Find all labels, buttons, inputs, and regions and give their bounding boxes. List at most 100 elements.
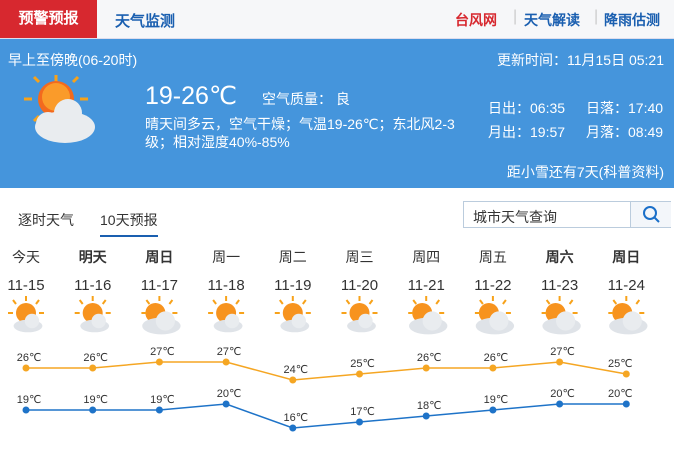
temp-label: 20℃: [608, 388, 633, 400]
nav-bar: 预警预报 天气监测 台风网 | 天气解读 | 降雨估测: [0, 0, 674, 39]
weather-icon: [8, 296, 44, 333]
date: 11-15: [7, 277, 44, 294]
nav-tab[interactable]: 天气监测: [115, 13, 176, 30]
nav-link[interactable]: 降雨估测: [604, 12, 660, 28]
day-name: 周一: [212, 249, 240, 265]
desc: 晴天间多云，空气干燥；气温19-26℃；东北风2-3: [145, 116, 455, 132]
sun: [82, 303, 103, 323]
sun-ray: [568, 299, 574, 305]
temp-point: [422, 412, 430, 420]
temp-label: 25℃: [350, 358, 375, 370]
current-panel: 早上至傍晚(06-20时) 更新时间：11月15日 05:21 19-26℃ 空…: [0, 39, 674, 188]
weather-icon: [608, 296, 648, 335]
cloud: [475, 317, 515, 335]
sun-ray: [502, 299, 507, 305]
cloud: [489, 311, 509, 331]
period: 早上至傍晚(06-20时): [8, 52, 138, 68]
sun: [349, 303, 370, 323]
tab[interactable]: 逐时天气: [18, 212, 74, 228]
date: 11-16: [74, 277, 111, 294]
cloud: [291, 313, 306, 329]
sun-ray: [168, 299, 174, 305]
temp-point: [489, 406, 497, 414]
temp-point: [89, 364, 97, 372]
cloud: [347, 319, 376, 333]
sun-ray: [635, 299, 641, 305]
moonset: 月落：08:49: [586, 124, 664, 140]
moonrise: 月出：19:57: [488, 124, 566, 140]
temp-point: [155, 358, 163, 366]
separator: |: [594, 8, 599, 25]
temp: 19-26℃: [145, 82, 238, 110]
cloud: [622, 311, 642, 331]
cloud: [80, 319, 110, 333]
sun-ray: [12, 299, 17, 305]
cloud: [224, 313, 240, 329]
temp-point: [289, 424, 297, 432]
sun-ray: [368, 299, 374, 305]
temp-point: [556, 358, 564, 366]
sun-ray: [435, 299, 441, 305]
desc: 级；相对湿度40%-85%: [145, 134, 290, 150]
cloud: [542, 317, 581, 335]
temp-label: 26℃: [17, 352, 42, 364]
cloud: [409, 317, 448, 335]
sun: [412, 303, 433, 323]
sun: [612, 303, 633, 323]
cloud: [422, 311, 442, 331]
date: 11-19: [274, 277, 311, 294]
temp-label: 27℃: [150, 346, 175, 358]
sun-ray: [345, 299, 351, 305]
weather-icon: [274, 296, 311, 333]
sun-ray: [412, 299, 418, 305]
search-box[interactable]: 城市天气查询: [463, 201, 671, 228]
temp-label: 18℃: [417, 400, 442, 412]
sun-ray: [101, 299, 107, 305]
temp-point: [222, 400, 230, 408]
cloud: [142, 317, 181, 335]
day-name: 周日: [612, 249, 640, 265]
updated: 更新时间：11月15日 05:21: [496, 52, 664, 68]
cloud: [91, 313, 106, 329]
weather-icon: [474, 296, 515, 335]
search-placeholder: 城市天气查询: [473, 209, 557, 225]
nav-link[interactable]: 台风网: [455, 12, 497, 28]
date: 11-18: [207, 277, 244, 294]
temp-label: 26℃: [484, 352, 509, 364]
day-name: 明天: [79, 249, 108, 265]
temp-label: 19℃: [484, 394, 509, 406]
temp-label: 20℃: [550, 388, 575, 400]
air-quality: 空气质量： 良: [262, 91, 350, 107]
temp-label: 19℃: [150, 394, 175, 406]
temp-label: 20℃: [217, 388, 242, 400]
cloud: [556, 311, 576, 331]
temp-point: [422, 364, 430, 372]
day-name: 周日: [145, 249, 173, 265]
sun: [16, 303, 36, 323]
sun: [145, 303, 166, 323]
cloud: [24, 313, 40, 329]
temp-label: 17℃: [350, 406, 375, 418]
date: 11-23: [541, 277, 578, 294]
tab[interactable]: 10天预报: [100, 210, 158, 237]
sun: [545, 303, 566, 323]
search-button[interactable]: [630, 202, 671, 227]
temp-point: [356, 418, 363, 426]
nav-tab[interactable]: 预警预报: [0, 0, 97, 38]
nav-link[interactable]: 天气解读: [524, 12, 580, 28]
cloud: [213, 319, 243, 333]
sun-ray: [235, 299, 240, 305]
temp-point: [356, 370, 363, 378]
cloud: [609, 317, 648, 335]
temp-point: [22, 406, 30, 414]
temp-label: 24℃: [284, 364, 309, 376]
temp-point: [289, 376, 297, 384]
sun-ray: [479, 299, 484, 305]
temp-point: [622, 370, 630, 378]
day-name: 周三: [346, 249, 374, 265]
note[interactable]: 距小雪还有7天(科普资料): [506, 164, 664, 180]
temp-point: [22, 364, 30, 372]
cloud: [358, 313, 373, 329]
sun-ray: [612, 299, 618, 305]
day-name: 周五: [479, 249, 507, 265]
